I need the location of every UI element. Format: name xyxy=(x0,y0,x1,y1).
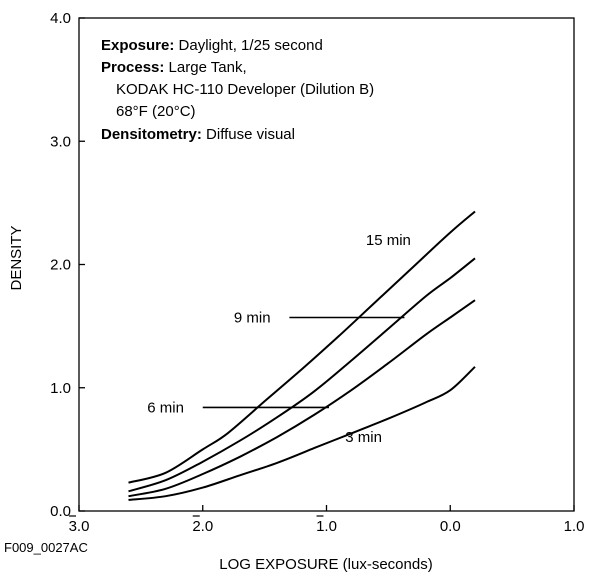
x-tick-label: 1.0 xyxy=(564,518,585,535)
curve-label-group: 15 min 9 min 6 min 3 min xyxy=(147,232,411,446)
info-process-developer: KODAK HC-110 Developer (Dilution B) xyxy=(116,81,374,98)
series-group xyxy=(128,210,476,501)
exposure-label: Exposure: xyxy=(101,37,174,54)
series-line-3-min xyxy=(128,366,476,501)
info-exposure: Exposure: Daylight, 1/25 second xyxy=(101,37,323,54)
curve-label: 6 min xyxy=(147,399,184,416)
curve-label: 15 min xyxy=(366,232,411,249)
exposure-value: Daylight, 1/25 second xyxy=(174,37,322,54)
curve-label: 3 min xyxy=(345,429,382,446)
x-tick-label: 0.0 xyxy=(440,518,461,535)
densitometry-label: Densitometry: xyxy=(101,126,202,143)
x-axis: 3.0 2.0 1.0 0.0 1.0 xyxy=(69,505,585,535)
series-line-15-min xyxy=(128,210,476,484)
curve-label: 9 min xyxy=(234,309,271,326)
process-label: Process: xyxy=(101,59,164,76)
info-densitometry: Densitometry: Diffuse visual xyxy=(101,126,295,143)
x-tick-label: 2.0 xyxy=(192,518,213,535)
y-tick-label: 0.0 xyxy=(50,503,71,520)
series-line-9-min xyxy=(128,257,476,493)
y-axis: 0.0 1.0 2.0 3.0 4.0 xyxy=(50,10,85,520)
x-tick-label: 1.0 xyxy=(316,518,337,535)
x-tick-label: 3.0 xyxy=(69,518,90,535)
y-tick-label: 2.0 xyxy=(50,257,71,274)
densitometry-value: Diffuse visual xyxy=(202,126,295,143)
figure-code: F009_0027AC xyxy=(4,540,88,555)
info-box: Exposure: Daylight, 1/25 second Process:… xyxy=(101,37,374,143)
series-line-6-min xyxy=(128,299,476,498)
y-tick-label: 1.0 xyxy=(50,380,71,397)
y-tick-label: 4.0 xyxy=(50,10,71,27)
process-value: Large Tank, xyxy=(164,59,246,76)
x-axis-title: LOG EXPOSURE (lux-seconds) xyxy=(219,556,432,573)
info-process: Process: Large Tank, xyxy=(101,59,247,76)
y-tick-label: 3.0 xyxy=(50,133,71,150)
info-process-temperature: 68°F (20°C) xyxy=(116,103,196,120)
y-axis-title: DENSITY xyxy=(8,225,25,290)
